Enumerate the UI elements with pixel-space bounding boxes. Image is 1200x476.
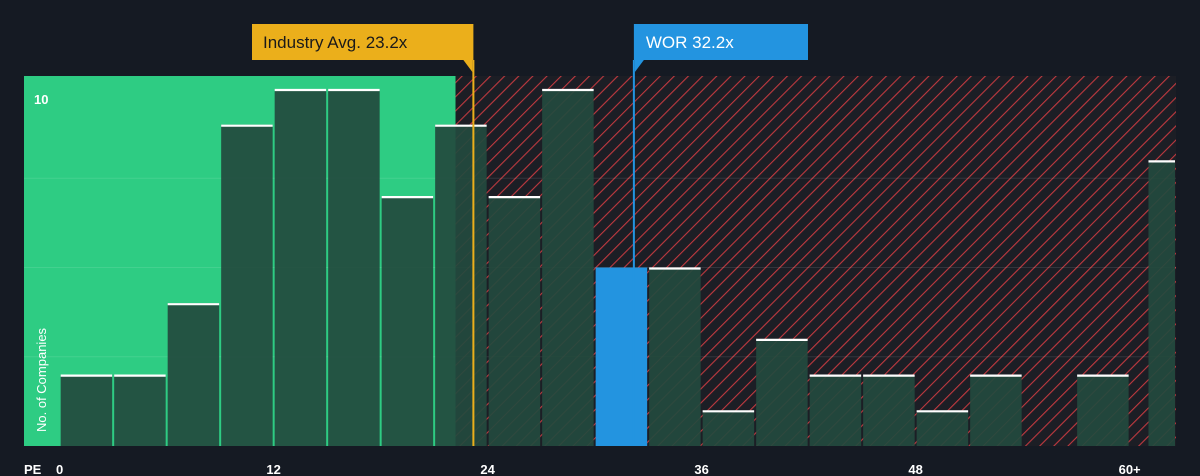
x-tick-label-0: 0 (56, 462, 63, 476)
x-tick-label-3: 36 (694, 462, 708, 476)
bar-33 (649, 267, 701, 446)
bar-18 (381, 196, 434, 446)
bar-51 (970, 374, 1022, 446)
x-tick-label-5: 60+ (1119, 462, 1141, 476)
bar-48 (916, 410, 969, 446)
bar-30 (595, 267, 648, 446)
bar-24 (488, 196, 541, 446)
x-tick-label-2: 24 (480, 462, 495, 476)
x-axis-label: PE (24, 462, 42, 476)
bar-42 (809, 374, 862, 446)
y-axis-label: No. of Companies (34, 327, 49, 432)
industry-avg-callout (252, 24, 474, 60)
bar-36 (702, 410, 755, 446)
bar-21 (435, 124, 487, 446)
industry-avg-callout-pointer (463, 60, 473, 72)
industry-avg-label: Industry Avg. 23.2x (263, 33, 408, 52)
bar-27 (542, 89, 594, 446)
bar-12 (274, 89, 327, 446)
x-tick-label-4: 48 (908, 462, 922, 476)
bar-61 (1148, 160, 1175, 446)
bar-39 (756, 338, 808, 446)
company-label: WOR 32.2x (646, 33, 734, 52)
bar-3 (114, 374, 166, 446)
bar-0 (60, 374, 113, 446)
bar-9 (221, 124, 273, 446)
x-tick-label-1: 12 (266, 462, 280, 476)
company-callout-pointer (634, 60, 644, 72)
bar-6 (167, 303, 220, 446)
y-tick-label-0: 10 (34, 92, 48, 107)
bar-45 (863, 374, 915, 446)
bar-57 (1077, 374, 1129, 446)
company-callout (633, 24, 808, 60)
bar-15 (328, 89, 380, 446)
